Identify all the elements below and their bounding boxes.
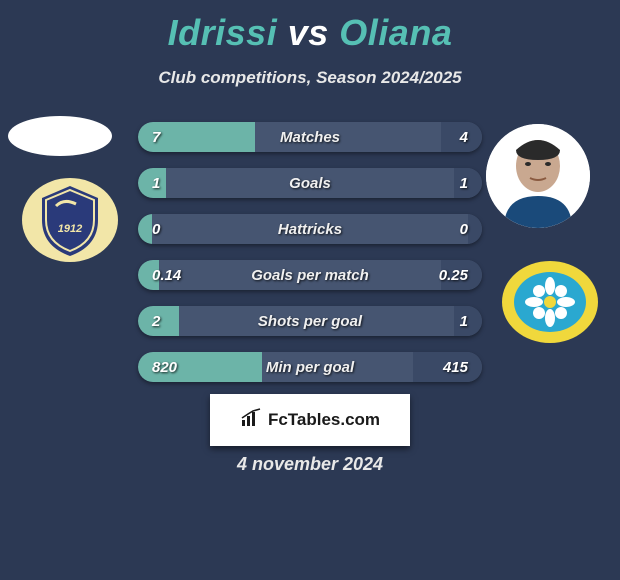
player1-name: Idrissi — [168, 12, 278, 53]
stat-label: Hattricks — [138, 214, 482, 244]
svg-text:1912: 1912 — [58, 223, 82, 235]
stat-row: 11Goals — [138, 168, 482, 198]
chart-icon — [240, 408, 262, 433]
stat-label: Goals — [138, 168, 482, 198]
player1-club-badge-icon: 1912 — [20, 176, 120, 264]
player2-avatar — [486, 124, 590, 228]
player2-name: Oliana — [339, 12, 452, 53]
stat-row: 0.140.25Goals per match — [138, 260, 482, 290]
stat-label: Shots per goal — [138, 306, 482, 336]
stat-row: 00Hattricks — [138, 214, 482, 244]
footer-brand-text: FcTables.com — [268, 410, 380, 430]
vs-label: vs — [288, 12, 329, 53]
stat-row: 74Matches — [138, 122, 482, 152]
footer-brand-box[interactable]: FcTables.com — [210, 394, 410, 446]
date-label: 4 november 2024 — [0, 454, 620, 475]
stat-row: 820415Min per goal — [138, 352, 482, 382]
player2-club-badge-icon — [500, 260, 600, 344]
stat-row: 21Shots per goal — [138, 306, 482, 336]
stat-label: Goals per match — [138, 260, 482, 290]
stats-panel: 74Matches 11Goals 00Hattricks 0.140.25Goals… — [138, 122, 482, 398]
player1-avatar — [8, 116, 112, 156]
comparison-title: Idrissi vs Oliana — [0, 0, 620, 54]
stat-label: Min per goal — [138, 352, 482, 382]
subtitle: Club competitions, Season 2024/2025 — [0, 68, 620, 88]
stat-label: Matches — [138, 122, 482, 152]
